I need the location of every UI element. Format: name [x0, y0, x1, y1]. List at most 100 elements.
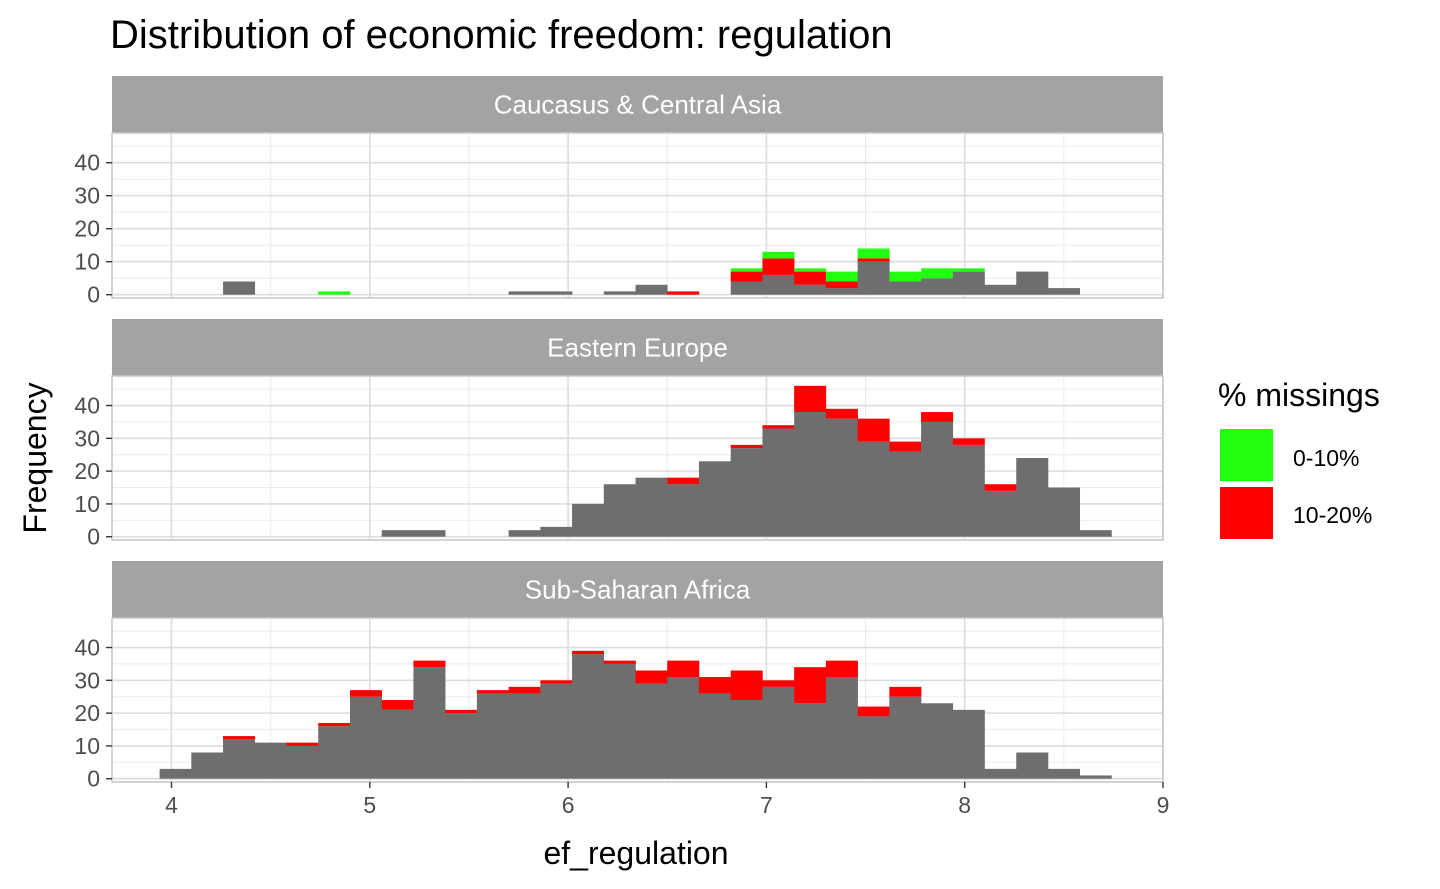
bar-base [825, 677, 858, 779]
bar-base [603, 291, 636, 295]
y-tick-label: 0 [87, 524, 100, 550]
bar-missing-10-20 [223, 736, 256, 740]
bar-missing-10-20 [762, 680, 795, 687]
bar-missing-0-10 [318, 291, 351, 295]
bar-base [286, 745, 319, 779]
bar-missing-10-20 [698, 677, 732, 694]
bar-base [794, 284, 827, 295]
bar-missing-0-10 [762, 251, 795, 259]
y-tick-label: 40 [74, 635, 100, 661]
bar-base [1079, 530, 1112, 537]
facet-strip-label: Caucasus & Central Asia [494, 90, 782, 120]
bar-base [762, 274, 795, 295]
y-tick-label: 10 [74, 491, 100, 517]
bar-missing-0-10 [889, 271, 922, 282]
y-tick-label: 20 [74, 458, 100, 484]
bar-base [984, 490, 1017, 537]
facet-strip [112, 319, 1163, 376]
bar-missing-10-20 [476, 690, 509, 694]
x-tick-label: 5 [363, 792, 376, 818]
y-tick-label: 40 [74, 393, 100, 419]
y-tick-label: 0 [87, 766, 100, 792]
bar-missing-10-20 [762, 258, 795, 275]
legend-label-10-20: 10-20% [1293, 502, 1372, 528]
bar-base [667, 484, 700, 537]
facet-panel-3: Sub-Saharan Africa 0 10 20 30 40 4 5 6 7 8 9 [74, 561, 1169, 818]
bar-missing-10-20 [318, 722, 351, 727]
bar-missing-10-20 [921, 412, 954, 422]
bar-base [508, 291, 541, 295]
x-tick-label: 8 [958, 792, 971, 818]
y-tick-label: 40 [74, 150, 100, 176]
bar-base [857, 716, 890, 779]
bar-base [889, 696, 922, 779]
bar-base [540, 683, 573, 779]
bar-base [921, 278, 954, 295]
bar-base [698, 461, 732, 537]
bar-base [794, 703, 827, 779]
y-tick-label: 10 [74, 733, 100, 759]
bar-missing-10-20 [635, 670, 668, 684]
bar-missing-0-10 [730, 268, 763, 272]
facet-strip [112, 76, 1163, 133]
bar-base [1047, 288, 1081, 295]
bar-base [381, 709, 414, 779]
bar-base [952, 444, 985, 537]
panel-border [111, 375, 1164, 541]
facet-strip [112, 561, 1163, 618]
bar-base [1016, 271, 1049, 295]
y-axis-title: Frequency [17, 382, 53, 533]
bar-base [159, 768, 192, 779]
bar-base [921, 421, 954, 537]
bar-base [223, 281, 256, 295]
bar-base [572, 503, 605, 537]
bar-base [540, 526, 573, 537]
bar-missing-10-20 [667, 660, 700, 678]
bar-base [730, 448, 763, 537]
bar-base [952, 271, 985, 295]
panel-border [111, 617, 1164, 783]
bar-base [223, 739, 256, 779]
y-tick-label: 30 [74, 183, 100, 209]
facet-strip-label: Sub-Saharan Africa [525, 575, 751, 605]
bar-base [825, 288, 858, 295]
bar-base [857, 261, 890, 295]
bar-missing-10-20 [540, 680, 573, 684]
bar-base [349, 696, 382, 779]
bar-missing-10-20 [984, 484, 1017, 491]
facet-panels: Caucasus & Central Asia 0 10 20 30 40 Eastern … [74, 76, 1169, 818]
facet-strip-label: Eastern Europe [547, 333, 728, 363]
facet-panel-1: Caucasus & Central Asia 0 10 20 30 40 [74, 76, 1164, 308]
x-tick-label: 9 [1157, 792, 1170, 818]
legend-title: % missings [1218, 377, 1380, 413]
legend: % missings 0-10% 10-20% [1218, 377, 1380, 539]
bar-missing-10-20 [794, 271, 827, 285]
y-tick-label: 30 [74, 667, 100, 693]
bar-missing-10-20 [413, 660, 446, 668]
bar-base [508, 530, 541, 537]
bar-base [635, 683, 668, 779]
bar-base [730, 700, 763, 779]
bar-base [698, 693, 732, 779]
bar-base [794, 412, 827, 537]
bar-missing-10-20 [857, 258, 890, 262]
bar-base [857, 441, 890, 537]
bar-missing-0-10 [794, 268, 827, 272]
bar-missing-0-10 [857, 248, 890, 259]
bar-base [1047, 487, 1081, 537]
bar-missing-10-20 [825, 660, 858, 678]
bar-base [952, 709, 985, 779]
bar-missing-0-10 [952, 268, 985, 272]
bar-base [762, 428, 795, 537]
y-tick-label: 0 [87, 282, 100, 308]
bar-missing-10-20 [349, 690, 382, 697]
legend-swatch-0-10 [1220, 429, 1273, 481]
bar-base [191, 752, 224, 779]
bar-missing-10-20 [572, 650, 605, 655]
y-tick-label: 30 [74, 425, 100, 451]
bar-base [1016, 458, 1049, 537]
bar-base [667, 677, 700, 779]
bar-base [445, 713, 478, 779]
